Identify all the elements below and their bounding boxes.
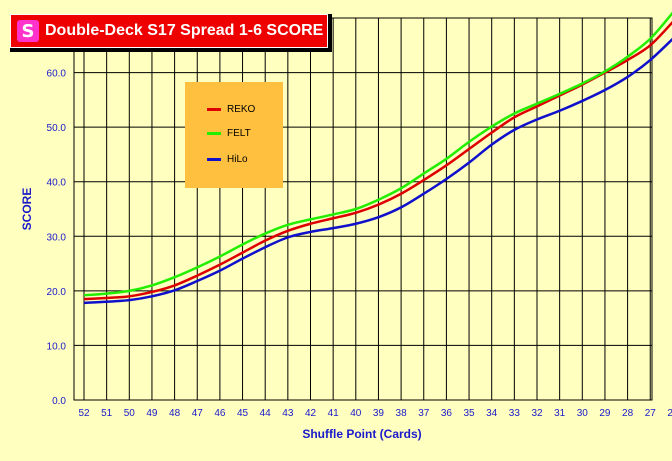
x-tick-label: 40 xyxy=(350,408,362,419)
grid xyxy=(74,17,652,401)
x-tick-label: 43 xyxy=(282,408,294,419)
x-tick-label: 26 xyxy=(667,408,672,419)
x-tick-label: 42 xyxy=(305,408,317,419)
x-tick-label: 45 xyxy=(237,408,249,419)
x-tick-label: 49 xyxy=(146,408,158,419)
x-axis-ticks: 52 51 50 49 48 47 46 45 44 43 42 41 40 39 38 37 36 35 34 33… xyxy=(78,408,672,419)
x-tick-label: 39 xyxy=(373,408,385,419)
legend-label-felt: FELT xyxy=(227,127,251,139)
legend-item-reko: REKO xyxy=(207,102,255,116)
legend-label-reko: REKO xyxy=(227,103,256,115)
x-tick-label: 36 xyxy=(441,408,453,419)
plot-area xyxy=(73,17,653,401)
legend-item-felt: FELT xyxy=(207,126,251,140)
x-tick-label: 37 xyxy=(418,408,430,419)
y-tick-label: 20.0 xyxy=(47,287,67,298)
x-tick-label: 34 xyxy=(486,408,498,419)
legend-swatch-reko xyxy=(207,107,221,111)
legend-swatch-felt xyxy=(207,131,221,135)
x-tick-label: 41 xyxy=(328,408,340,419)
series-lines xyxy=(83,11,672,305)
legend-item-hilo: HiLo xyxy=(207,152,248,166)
y-tick-label: 30.0 xyxy=(47,232,67,243)
series-line-hilo xyxy=(83,37,672,305)
x-tick-label: 51 xyxy=(101,408,113,419)
s-logo-icon: S xyxy=(17,20,39,42)
x-tick-label: 52 xyxy=(78,408,90,419)
x-tick-label: 47 xyxy=(192,408,204,419)
legend: REKO FELT HiLo xyxy=(185,82,283,188)
legend-label-hilo: HiLo xyxy=(227,153,248,165)
x-tick-label: 28 xyxy=(622,408,634,419)
x-tick-label: 35 xyxy=(463,408,475,419)
y-axis-label: SCORE xyxy=(20,188,34,231)
y-tick-label: 0.0 xyxy=(52,396,66,407)
x-tick-label: 31 xyxy=(554,408,566,419)
series-line-felt xyxy=(83,11,672,297)
x-tick-label: 46 xyxy=(214,408,226,419)
x-tick-label: 30 xyxy=(577,408,589,419)
x-tick-label: 38 xyxy=(396,408,408,419)
x-tick-label: 29 xyxy=(599,408,611,419)
y-tick-label: 10.0 xyxy=(47,341,67,352)
chart-title-shadow: S Double-Deck S17 Spread 1-6 SCORE xyxy=(10,14,332,52)
legend-swatch-hilo xyxy=(207,157,221,161)
y-tick-label: 40.0 xyxy=(47,178,67,189)
y-tick-label: 50.0 xyxy=(47,123,67,134)
x-tick-label: 27 xyxy=(645,408,657,419)
x-tick-label: 33 xyxy=(509,408,521,419)
x-tick-label: 44 xyxy=(260,408,272,419)
chart-title: Double-Deck S17 Spread 1-6 SCORE xyxy=(45,22,324,39)
y-axis-ticks: 0.010.020.030.040.050.060.070.0 xyxy=(47,14,67,407)
x-tick-label: 48 xyxy=(169,408,181,419)
chart-title-box: S Double-Deck S17 Spread 1-6 SCORE xyxy=(10,14,328,48)
y-tick-label: 60.0 xyxy=(47,69,67,80)
x-tick-label: 32 xyxy=(531,408,543,419)
x-tick-label: 50 xyxy=(124,408,136,419)
x-axis-label: Shuffle Point (Cards) xyxy=(302,427,421,441)
